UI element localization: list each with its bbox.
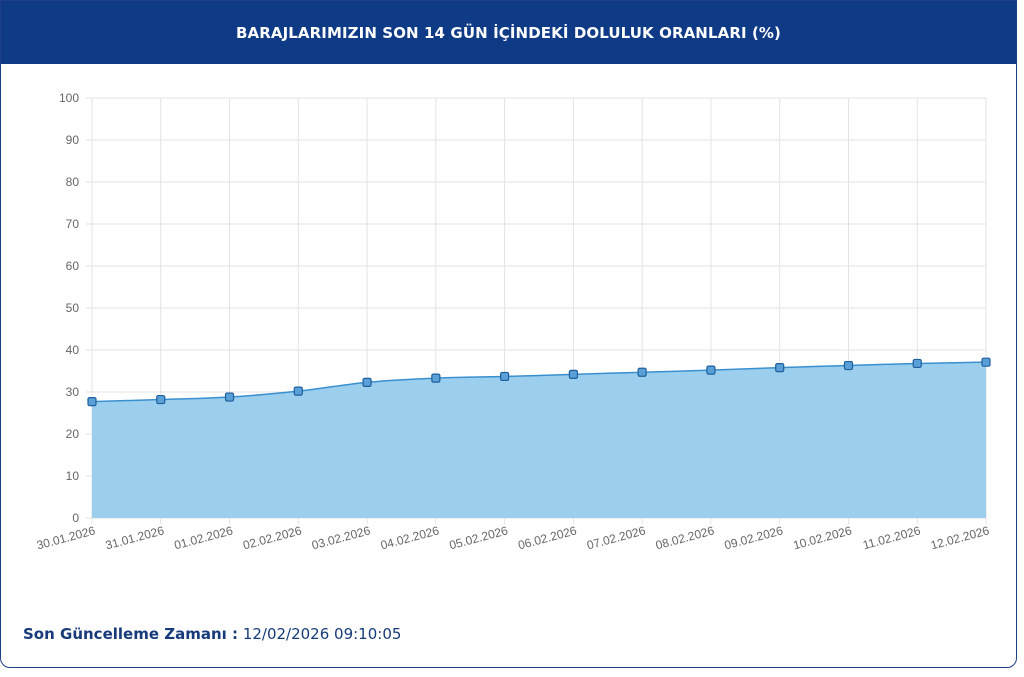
data-point <box>500 371 510 382</box>
x-tick-label: 02.02.2026 <box>241 523 303 552</box>
data-point <box>87 397 97 407</box>
data-point <box>775 363 785 373</box>
x-tick-label: 12.02.2026 <box>929 523 991 552</box>
data-point <box>637 367 647 377</box>
data-point <box>224 392 235 402</box>
chart-card: BARAJLARIMIZIN SON 14 GÜN İÇİNDEKİ DOLUL… <box>0 0 1017 668</box>
last-update: Son Güncelleme Zamanı : 12/02/2026 09:10… <box>23 625 401 643</box>
y-tick-label: 60 <box>66 259 80 273</box>
data-point <box>568 369 578 379</box>
x-tick-label: 30.01.2026 <box>35 523 97 552</box>
x-tick-label: 10.02.2026 <box>792 523 854 552</box>
area-chart: 0 10 20 30 40 50 60 70 80 90 100 30.01.2026 31.01.2… <box>35 91 991 552</box>
x-tick-label: 07.02.2026 <box>585 523 647 552</box>
y-tick-label: 50 <box>66 301 80 315</box>
y-tick-label: 10 <box>66 469 80 483</box>
x-tick-label: 04.02.2026 <box>379 523 441 552</box>
series-line <box>91 361 987 403</box>
x-tick-label: 11.02.2026 <box>861 523 922 552</box>
data-point <box>293 386 303 396</box>
y-tick-label: 70 <box>66 217 80 231</box>
data-point <box>981 357 991 367</box>
last-update-label: Son Güncelleme Zamanı : <box>23 625 239 643</box>
x-tick-label: 06.02.2026 <box>517 523 579 552</box>
data-point <box>156 394 166 405</box>
y-tick-label: 80 <box>66 175 80 189</box>
data-point <box>912 358 922 369</box>
x-tick-label: 08.02.2026 <box>654 523 716 552</box>
series-markers <box>87 357 991 407</box>
x-axis-ticks: 30.01.2026 31.01.2026 01.02.2026 02.02.2026… <box>35 523 991 552</box>
y-tick-label: 90 <box>66 133 80 147</box>
series-area <box>91 361 987 518</box>
x-tick-label: 31.01.2026 <box>104 523 166 552</box>
x-tick-label: 05.02.2026 <box>448 523 510 552</box>
y-tick-label: 40 <box>66 343 80 357</box>
y-tick-label: 30 <box>66 385 80 399</box>
data-point <box>431 373 441 383</box>
x-tick-label: 03.02.2026 <box>310 523 372 552</box>
area-fill <box>92 362 986 518</box>
data-point <box>706 365 716 375</box>
data-point <box>362 377 372 387</box>
chart-title: BARAJLARIMIZIN SON 14 GÜN İÇİNDEKİ DOLUL… <box>235 23 782 42</box>
y-tick-label: 0 <box>72 511 79 525</box>
x-tick-label: 09.02.2026 <box>723 523 785 552</box>
y-axis-ticks: 0 10 20 30 40 50 60 70 80 90 100 <box>59 91 79 525</box>
chart-header: BARAJLARIMIZIN SON 14 GÜN İÇİNDEKİ DOLUL… <box>1 1 1016 64</box>
data-point <box>843 360 854 371</box>
last-update-value: 12/02/2026 09:10:05 <box>242 625 402 643</box>
y-tick-label: 20 <box>66 427 80 441</box>
x-tick-label: 01.02.2026 <box>173 523 235 552</box>
y-tick-label: 100 <box>59 91 79 105</box>
